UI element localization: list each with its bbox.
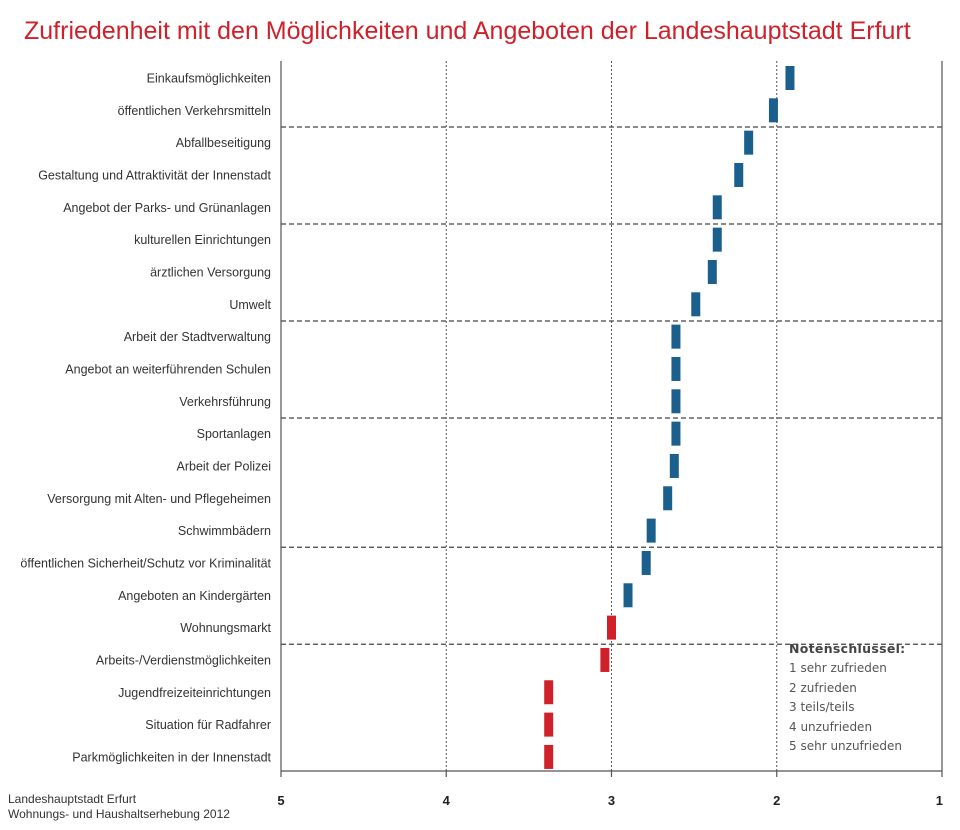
data-mark xyxy=(544,744,554,769)
category-label: Gestaltung und Attraktivität der Innenst… xyxy=(38,168,271,182)
data-mark xyxy=(707,259,717,284)
x-axis: 5 4 3 2 1 xyxy=(277,771,943,808)
category-label: Einkaufsmöglichkeiten xyxy=(147,72,271,86)
data-mark xyxy=(744,130,754,155)
data-mark xyxy=(544,712,554,737)
data-mark xyxy=(785,66,795,90)
data-mark xyxy=(623,583,633,608)
category-label: Angebot an weiterführenden Schulen xyxy=(65,362,271,376)
category-label: Verkehrsführung xyxy=(179,395,271,409)
data-mark xyxy=(734,162,744,187)
data-mark xyxy=(712,195,722,220)
data-mark xyxy=(641,550,651,575)
category-label: Schwimmbädern xyxy=(178,524,271,538)
category-label: Versorgung mit Alten- und Pflegeheimen xyxy=(47,492,271,506)
data-mark xyxy=(712,227,722,252)
data-mark xyxy=(671,421,681,446)
x-tick-label: 4 xyxy=(443,793,451,808)
source-line-2: Wohnungs- und Haushaltserhebung 2012 xyxy=(8,807,230,821)
data-mark xyxy=(671,356,681,381)
legend: Notenschlüssel: 1 sehr zufrieden 2 zufri… xyxy=(789,641,905,757)
category-label: Parkmöglichkeiten in der Innenstadt xyxy=(72,750,271,764)
x-tick-label: 3 xyxy=(608,793,615,808)
x-tick-label: 2 xyxy=(773,793,780,808)
data-mark xyxy=(600,647,610,672)
category-label: ärztlichen Versorgung xyxy=(150,265,271,279)
legend-item: 5 sehr unzufrieden xyxy=(789,739,903,754)
x-tick-label: 5 xyxy=(277,793,284,808)
data-mark xyxy=(646,518,656,543)
category-label: Abfallbeseitigung xyxy=(176,136,271,150)
category-label: Sportanlagen xyxy=(197,427,271,441)
source-line-1: Landeshauptstadt Erfurt xyxy=(8,792,137,806)
gridlines xyxy=(445,61,778,771)
data-mark xyxy=(691,292,701,317)
category-label: Umwelt xyxy=(229,298,271,312)
data-mark xyxy=(669,453,679,478)
category-label: öffentlichen Sicherheit/Schutz vor Krimi… xyxy=(20,556,271,570)
category-labels: Einkaufsmöglichkeiten öffentlichen Verkeh… xyxy=(20,72,271,765)
data-mark xyxy=(768,98,778,123)
legend-item: 1 sehr zufrieden xyxy=(789,661,887,675)
category-label: Angeboten an Kindergärten xyxy=(118,589,271,603)
data-marks xyxy=(544,66,795,769)
source-note: Landeshauptstadt Erfurt Wohnungs- und Ha… xyxy=(8,792,230,822)
group-separators xyxy=(281,126,942,645)
category-label: Situation für Radfahrer xyxy=(145,718,271,732)
category-label: Jugendfreizeiteinrichtungen xyxy=(118,686,271,700)
category-label: Arbeit der Polizei xyxy=(177,459,272,473)
category-label: kulturellen Einrichtungen xyxy=(134,233,271,247)
category-label: Angebot der Parks- und Grünanlagen xyxy=(63,201,271,215)
category-label: Wohnungsmarkt xyxy=(180,621,271,635)
x-tick-label: 1 xyxy=(936,793,943,808)
legend-title: Notenschlüssel: xyxy=(789,641,906,656)
legend-item: 4 unzufrieden xyxy=(789,719,873,734)
data-mark xyxy=(607,615,616,640)
legend-item: 3 teils/teils xyxy=(789,700,855,715)
data-mark xyxy=(663,486,673,511)
data-mark xyxy=(544,680,554,705)
category-label: Arbeits-/Verdienstmöglichkeiten xyxy=(96,653,271,667)
data-mark xyxy=(671,324,681,349)
chart-title: Zufriedenheit mit den Möglichkeiten und … xyxy=(24,17,911,45)
category-label: Arbeit der Stadtverwaltung xyxy=(124,330,271,344)
category-label: öffentlichen Verkehrsmitteln xyxy=(118,104,271,118)
data-mark xyxy=(671,389,681,414)
legend-item: 2 zufrieden xyxy=(789,680,857,695)
